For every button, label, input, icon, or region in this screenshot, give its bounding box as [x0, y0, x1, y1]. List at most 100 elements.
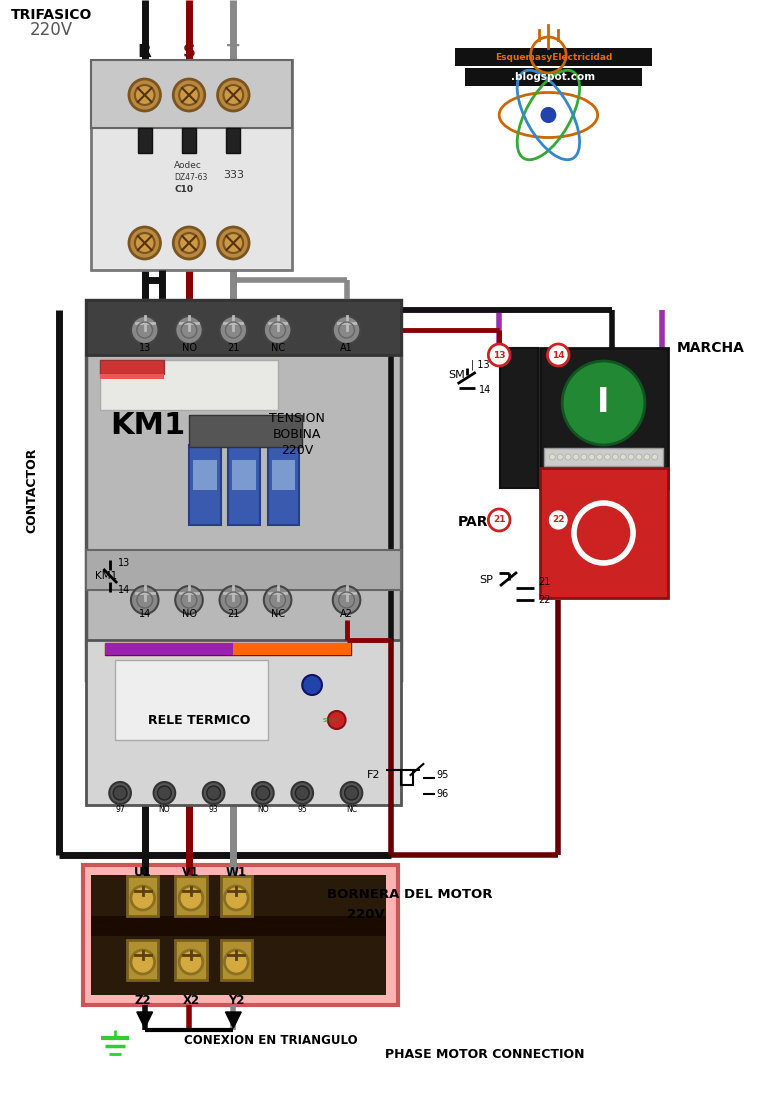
- Bar: [176, 940, 207, 980]
- Text: MARCHA: MARCHA: [676, 340, 744, 355]
- Text: DZ47-63: DZ47-63: [174, 173, 207, 183]
- Bar: [86, 640, 401, 805]
- Bar: [226, 128, 240, 153]
- Circle shape: [157, 786, 171, 800]
- Circle shape: [597, 454, 603, 460]
- Bar: [127, 876, 159, 916]
- Circle shape: [264, 586, 291, 614]
- Text: S: S: [182, 43, 195, 61]
- Text: 14: 14: [479, 385, 491, 395]
- Text: BORNERA DEL MOTOR: BORNERA DEL MOTOR: [327, 888, 492, 902]
- Circle shape: [131, 950, 154, 974]
- Text: 333: 333: [223, 170, 244, 180]
- Circle shape: [344, 786, 359, 800]
- Text: CONEXION EN TRIANGULO: CONEXION EN TRIANGULO: [184, 1034, 358, 1047]
- Polygon shape: [226, 1013, 241, 1028]
- Bar: [138, 128, 151, 153]
- Circle shape: [489, 344, 510, 366]
- Text: C10: C10: [174, 185, 193, 194]
- Circle shape: [113, 786, 127, 800]
- Circle shape: [333, 316, 360, 344]
- Text: RELE TERMICO: RELE TERMICO: [147, 713, 250, 726]
- Bar: [116, 660, 268, 740]
- Circle shape: [129, 227, 160, 260]
- Bar: [100, 374, 164, 379]
- Text: KM1: KM1: [110, 410, 185, 439]
- Text: NC: NC: [271, 343, 285, 353]
- Bar: [233, 643, 351, 655]
- Text: SP: SP: [480, 574, 493, 586]
- Circle shape: [340, 782, 363, 804]
- Circle shape: [652, 454, 657, 460]
- Circle shape: [135, 233, 154, 253]
- Circle shape: [565, 454, 571, 460]
- Circle shape: [135, 85, 154, 105]
- Circle shape: [333, 586, 360, 614]
- Circle shape: [542, 108, 556, 122]
- Text: 13: 13: [138, 343, 150, 353]
- Bar: [500, 348, 537, 488]
- Circle shape: [224, 886, 248, 910]
- Text: CONTACTOR: CONTACTOR: [25, 447, 38, 532]
- Circle shape: [179, 950, 203, 974]
- Bar: [272, 460, 296, 490]
- Circle shape: [636, 454, 642, 460]
- Text: A2: A2: [340, 609, 353, 619]
- Bar: [90, 916, 386, 936]
- Text: 22: 22: [552, 516, 565, 525]
- Bar: [268, 445, 299, 525]
- Text: SM: SM: [448, 370, 464, 380]
- Text: NO: NO: [182, 343, 197, 353]
- Circle shape: [264, 316, 291, 344]
- Bar: [544, 448, 663, 466]
- Circle shape: [604, 454, 610, 460]
- Text: NO: NO: [159, 805, 170, 814]
- Text: 95: 95: [436, 770, 448, 780]
- Bar: [540, 468, 667, 598]
- Circle shape: [179, 85, 199, 105]
- Text: A1: A1: [340, 343, 353, 353]
- Circle shape: [223, 233, 243, 253]
- Text: 14: 14: [552, 350, 565, 359]
- Text: NC: NC: [346, 805, 357, 814]
- Circle shape: [489, 509, 510, 531]
- Bar: [540, 348, 667, 488]
- Circle shape: [224, 950, 248, 974]
- Circle shape: [557, 454, 563, 460]
- Text: NO: NO: [182, 609, 197, 619]
- Circle shape: [154, 782, 176, 804]
- Bar: [189, 415, 302, 447]
- Bar: [176, 876, 207, 916]
- Circle shape: [581, 454, 587, 460]
- Text: W1: W1: [226, 866, 247, 879]
- Circle shape: [644, 454, 650, 460]
- Text: Y2: Y2: [228, 994, 245, 1007]
- Bar: [193, 460, 217, 490]
- Text: 13: 13: [118, 558, 131, 568]
- Circle shape: [328, 711, 346, 729]
- Bar: [83, 865, 397, 1005]
- Text: V1: V1: [182, 866, 200, 879]
- Bar: [86, 550, 401, 590]
- Bar: [90, 60, 293, 269]
- Circle shape: [620, 454, 626, 460]
- Bar: [189, 445, 220, 525]
- Text: TENSION
BOBINA
220V: TENSION BOBINA 220V: [269, 413, 325, 458]
- Text: 95: 95: [297, 805, 307, 814]
- Bar: [220, 940, 252, 980]
- Circle shape: [203, 782, 224, 804]
- Circle shape: [547, 509, 569, 531]
- Circle shape: [220, 316, 247, 344]
- Bar: [455, 48, 652, 67]
- Text: 21: 21: [539, 577, 551, 587]
- Bar: [401, 770, 413, 785]
- Bar: [233, 460, 256, 490]
- Bar: [106, 643, 233, 655]
- Bar: [127, 940, 159, 980]
- Circle shape: [296, 786, 309, 800]
- Text: Z2: Z2: [135, 994, 151, 1007]
- Circle shape: [179, 233, 199, 253]
- Circle shape: [131, 886, 154, 910]
- Text: NO: NO: [257, 805, 269, 814]
- Bar: [86, 301, 401, 355]
